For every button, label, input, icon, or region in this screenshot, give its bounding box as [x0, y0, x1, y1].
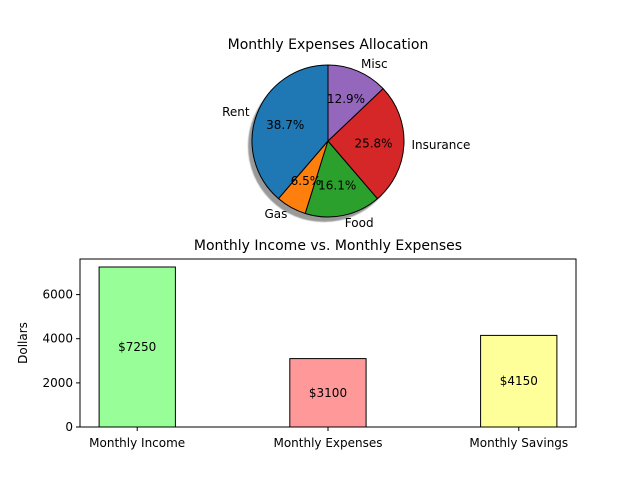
bar-value-label-monthly-savings: $4150: [500, 374, 538, 388]
pie-label-food: Food: [345, 216, 374, 230]
pie-slice-misc: [327, 64, 384, 142]
pie-label-rent: Rent: [222, 105, 250, 119]
pie-pct-food: 16.1%: [318, 179, 356, 193]
y-tick-label-2000: 2000: [42, 376, 73, 390]
pie-label-gas: Gas: [264, 207, 287, 221]
pie-slice-insurance: [327, 88, 405, 200]
pie-slice-rent: [251, 64, 329, 200]
pie-title: Monthly Expenses Allocation: [228, 37, 429, 53]
pie-chart: Monthly Expenses Allocation Rent 38.7% Gas…: [222, 37, 470, 230]
x-tick-label-monthly-savings: Monthly Savings: [469, 436, 568, 450]
y-tick-label-6000: 6000: [42, 288, 73, 302]
pie-label-insurance: Insurance: [412, 138, 471, 152]
pie-pct-insurance: 25.8%: [354, 136, 392, 150]
pie-pct-misc: 12.9%: [327, 92, 365, 106]
pie-slice-food: [304, 140, 378, 218]
bar-axes-frame: [79, 258, 577, 428]
pie-pct-gas: 6.5%: [291, 174, 322, 188]
x-tick-label-monthly-income: Monthly Income: [89, 436, 185, 450]
pie-pct-rent: 38.7%: [266, 118, 304, 132]
bar-chart: Monthly Income vs. Monthly Expenses $725…: [16, 238, 577, 450]
y-tick-label-0: 0: [65, 420, 73, 434]
bar-monthly-expenses: [289, 358, 367, 428]
bar-value-label-monthly-expenses: $3100: [309, 386, 347, 400]
bar-title: Monthly Income vs. Monthly Expenses: [194, 238, 462, 254]
x-tick-label-monthly-expenses: Monthly Expenses: [273, 436, 382, 450]
y-axis-label: Dollars: [16, 322, 30, 364]
y-tick-label-4000: 4000: [42, 332, 73, 346]
bar-monthly-income: [98, 266, 176, 428]
bar-monthly-savings: [480, 334, 558, 428]
bar-value-label-monthly-income: $7250: [118, 340, 156, 354]
pie-label-misc: Misc: [361, 57, 388, 71]
